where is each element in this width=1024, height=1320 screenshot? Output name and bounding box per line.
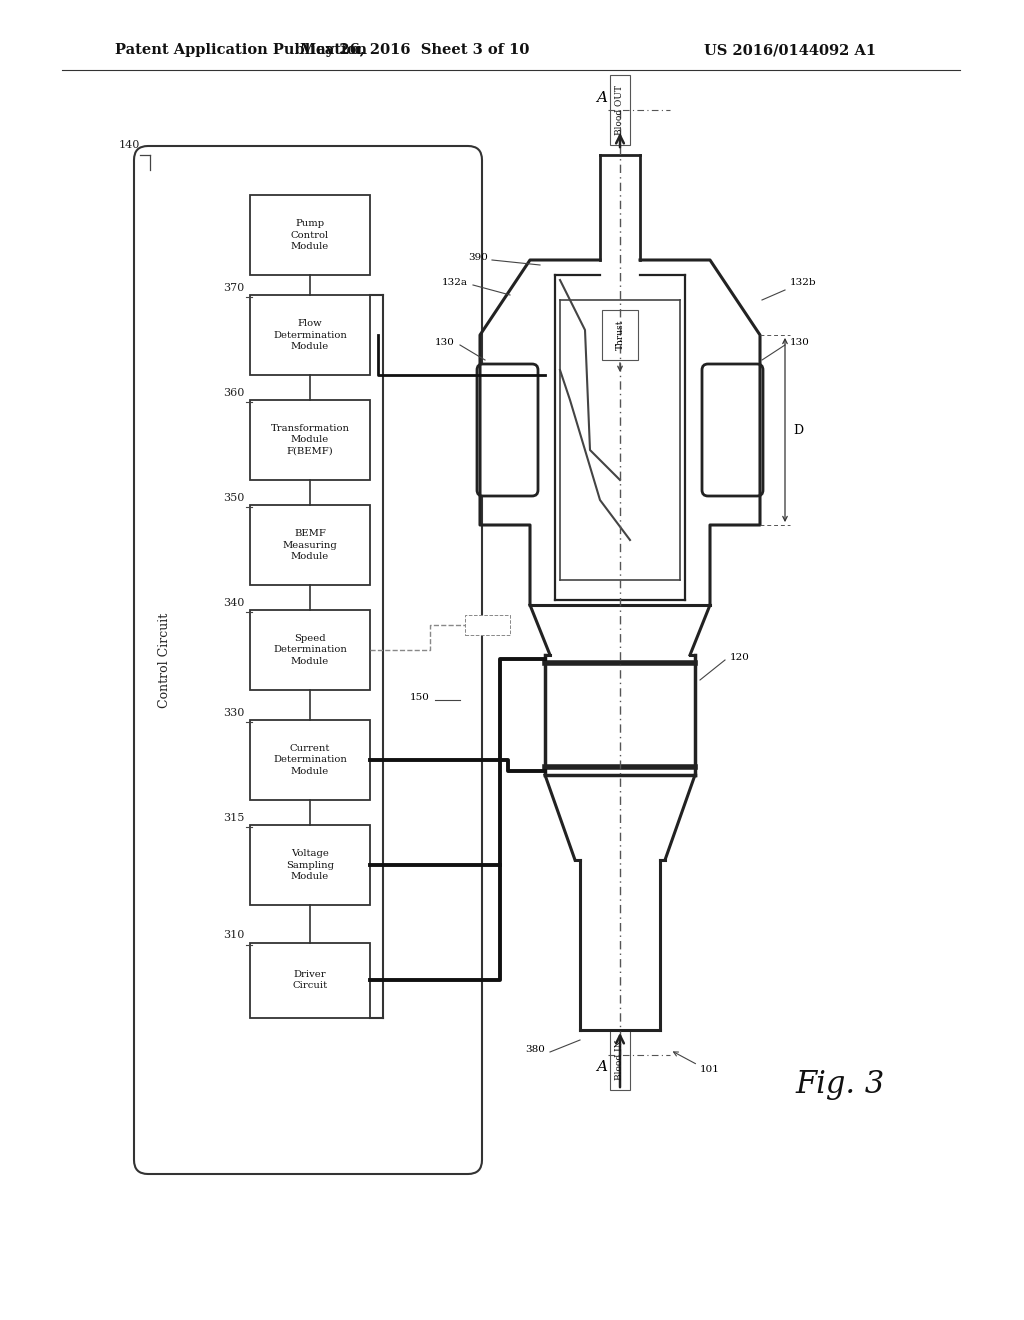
Text: 350: 350 bbox=[222, 492, 244, 503]
Text: 340: 340 bbox=[222, 598, 244, 609]
Text: 370: 370 bbox=[223, 282, 244, 293]
Text: BEMF
Measuring
Module: BEMF Measuring Module bbox=[283, 529, 337, 561]
FancyBboxPatch shape bbox=[702, 364, 763, 496]
Text: Current
Determination
Module: Current Determination Module bbox=[273, 744, 347, 776]
Text: Speed
Determination
Module: Speed Determination Module bbox=[273, 635, 347, 665]
FancyBboxPatch shape bbox=[134, 147, 482, 1173]
Text: Thrust: Thrust bbox=[615, 319, 625, 350]
Bar bbox=[250, 610, 370, 690]
Text: Voltage
Sampling
Module: Voltage Sampling Module bbox=[286, 849, 334, 880]
Text: D: D bbox=[793, 424, 803, 437]
Bar bbox=[250, 825, 370, 906]
Text: 310: 310 bbox=[222, 931, 244, 940]
Bar bbox=[602, 310, 638, 360]
Text: 132b: 132b bbox=[790, 279, 816, 286]
Text: US 2016/0144092 A1: US 2016/0144092 A1 bbox=[703, 44, 877, 57]
Text: Fig. 3: Fig. 3 bbox=[796, 1069, 885, 1101]
Text: 330: 330 bbox=[222, 708, 244, 718]
Text: A: A bbox=[597, 1060, 607, 1074]
Text: 132a: 132a bbox=[442, 279, 468, 286]
Bar bbox=[250, 719, 370, 800]
Text: Pump
Control
Module: Pump Control Module bbox=[291, 219, 329, 251]
Text: Driver
Circuit: Driver Circuit bbox=[293, 970, 328, 990]
Text: 140: 140 bbox=[119, 140, 140, 150]
Text: 130: 130 bbox=[435, 338, 455, 347]
Bar bbox=[250, 506, 370, 585]
Text: Control Circuit: Control Circuit bbox=[158, 612, 171, 708]
Text: 380: 380 bbox=[525, 1045, 545, 1053]
Bar bbox=[250, 400, 370, 480]
Text: 390: 390 bbox=[468, 253, 488, 261]
Bar bbox=[610, 75, 630, 145]
Text: Blood IN: Blood IN bbox=[615, 1040, 625, 1080]
Text: Patent Application Publication: Patent Application Publication bbox=[115, 44, 367, 57]
Bar bbox=[250, 294, 370, 375]
Text: 130: 130 bbox=[790, 338, 810, 347]
FancyBboxPatch shape bbox=[477, 364, 538, 496]
Text: 101: 101 bbox=[700, 1065, 720, 1074]
Text: 150: 150 bbox=[411, 693, 430, 702]
Bar bbox=[610, 1030, 630, 1090]
Bar bbox=[250, 195, 370, 275]
Text: 120: 120 bbox=[730, 653, 750, 663]
Text: 315: 315 bbox=[222, 813, 244, 822]
Text: Blood OUT: Blood OUT bbox=[615, 84, 625, 135]
Bar bbox=[465, 615, 510, 635]
Text: A: A bbox=[597, 91, 607, 106]
Text: 360: 360 bbox=[222, 388, 244, 399]
Text: May 26, 2016  Sheet 3 of 10: May 26, 2016 Sheet 3 of 10 bbox=[300, 44, 529, 57]
Bar bbox=[250, 942, 370, 1018]
Text: Transformation
Module
F(BEMF): Transformation Module F(BEMF) bbox=[270, 425, 349, 455]
Text: Flow
Determination
Module: Flow Determination Module bbox=[273, 319, 347, 351]
